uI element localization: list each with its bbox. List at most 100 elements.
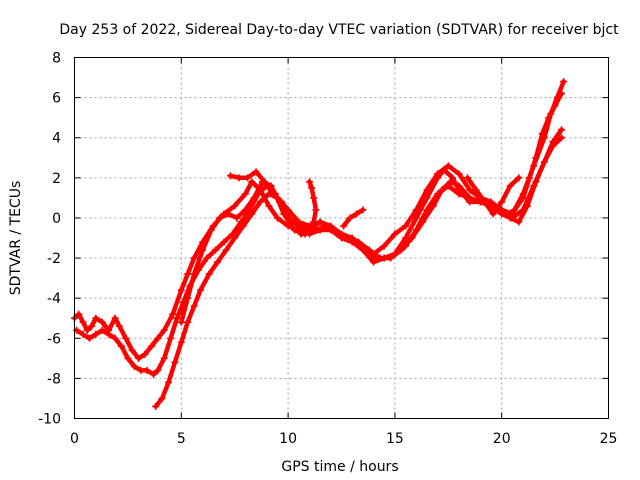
data-point-marker: [235, 174, 243, 182]
data-point-marker: [508, 210, 516, 218]
data-point-marker: [224, 210, 232, 218]
data-point-marker: [216, 214, 224, 222]
data-point-marker: [446, 178, 454, 186]
y-tick-label: 4: [52, 131, 61, 147]
data-point-marker: [207, 226, 215, 234]
grid-lines: [74, 57, 609, 419]
data-point-marker: [241, 190, 249, 198]
data-point-marker: [305, 226, 313, 234]
data-point-marker: [310, 194, 318, 202]
data-point-marker: [169, 310, 177, 318]
data-point-marker: [338, 234, 345, 242]
data-point-marker: [92, 314, 100, 322]
data-point-marker: [150, 370, 158, 378]
data-point-marker: [85, 334, 93, 342]
series-track-5: [226, 168, 294, 218]
y-tick-label: -2: [47, 251, 61, 267]
data-point-marker: [83, 326, 91, 334]
data-point-marker: [177, 286, 185, 294]
series-track-7: [464, 174, 523, 218]
data-point-marker: [248, 178, 256, 186]
data-point-marker: [190, 254, 198, 262]
data-point-marker: [248, 210, 256, 218]
y-tick-label: 0: [52, 211, 61, 227]
data-point-marker: [515, 218, 523, 226]
data-point-marker: [466, 194, 474, 202]
y-tick-label: -6: [47, 331, 61, 347]
data-point-marker: [190, 302, 198, 310]
data-point-marker: [340, 222, 348, 230]
data-point-marker: [130, 362, 138, 370]
data-point-marker: [160, 326, 168, 334]
data-point-marker: [111, 314, 119, 322]
data-point-marker: [423, 206, 431, 214]
data-point-marker: [515, 174, 523, 182]
data-point-marker: [558, 126, 566, 134]
data-point-marker: [310, 218, 318, 226]
data-point-marker: [117, 342, 125, 350]
data-point-marker: [481, 198, 489, 206]
data-point-marker: [98, 318, 106, 326]
data-point-marker: [220, 238, 228, 246]
data-point-marker: [308, 184, 316, 192]
data-point-marker: [164, 378, 172, 386]
data-point-marker: [241, 206, 249, 214]
data-point-marker: [278, 198, 286, 206]
series-track-4: [177, 78, 568, 326]
data-point-marker: [111, 334, 119, 342]
data-point-marker: [173, 314, 181, 322]
data-point-marker: [124, 354, 132, 362]
data-point-marker: [79, 318, 87, 326]
data-point-marker: [75, 310, 83, 318]
data-point-marker: [261, 178, 269, 186]
data-point-marker: [160, 354, 168, 362]
data-point-marker: [154, 366, 162, 374]
data-point-marker: [128, 346, 136, 354]
data-point-marker: [464, 174, 472, 182]
data-point-marker: [122, 334, 130, 342]
x-tick-label: 5: [177, 431, 186, 447]
data-point-marker: [135, 354, 143, 362]
data-point-marker: [455, 190, 463, 198]
data-point-marker: [466, 186, 474, 194]
data-point-marker: [184, 294, 192, 302]
data-point-marker: [92, 330, 100, 338]
x-axis-label: GPS time / hours: [281, 459, 398, 475]
data-point-marker: [226, 172, 234, 180]
data-point-marker: [269, 190, 277, 198]
data-point-marker: [231, 234, 239, 242]
data-point-marker: [558, 134, 566, 142]
data-point-marker: [359, 206, 367, 214]
data-point-marker: [239, 222, 247, 230]
data-point-marker: [177, 318, 185, 326]
data-point-marker: [352, 210, 360, 218]
data-point-marker: [444, 182, 452, 190]
data-point-marker: [143, 366, 151, 374]
data-point-marker: [154, 334, 162, 342]
data-point-marker: [88, 322, 96, 330]
data-point-marker: [231, 202, 239, 210]
data-point-marker: [244, 174, 252, 182]
data-point-marker: [498, 198, 506, 206]
data-point-marker: [177, 338, 185, 346]
data-point-marker: [265, 202, 273, 210]
data-point-marker: [540, 134, 548, 142]
data-point-marker: [137, 366, 145, 374]
plot-frame: [74, 57, 609, 419]
data-point-marker: [291, 226, 299, 234]
data-point-marker: [295, 222, 303, 230]
y-tick-label: 2: [52, 171, 61, 187]
data-point-marker: [560, 78, 568, 86]
data-point-marker: [402, 242, 410, 250]
data-point-marker: [152, 402, 160, 410]
y-tick-label: -8: [47, 371, 61, 387]
data-point-marker: [233, 214, 241, 222]
data-point-marker: [190, 270, 198, 278]
data-point-marker: [530, 182, 538, 190]
data-point-marker: [412, 226, 420, 234]
y-tick-label: 6: [52, 91, 61, 107]
data-point-marker: [171, 358, 179, 366]
data-point-marker: [391, 250, 399, 258]
data-point-marker: [506, 182, 514, 190]
